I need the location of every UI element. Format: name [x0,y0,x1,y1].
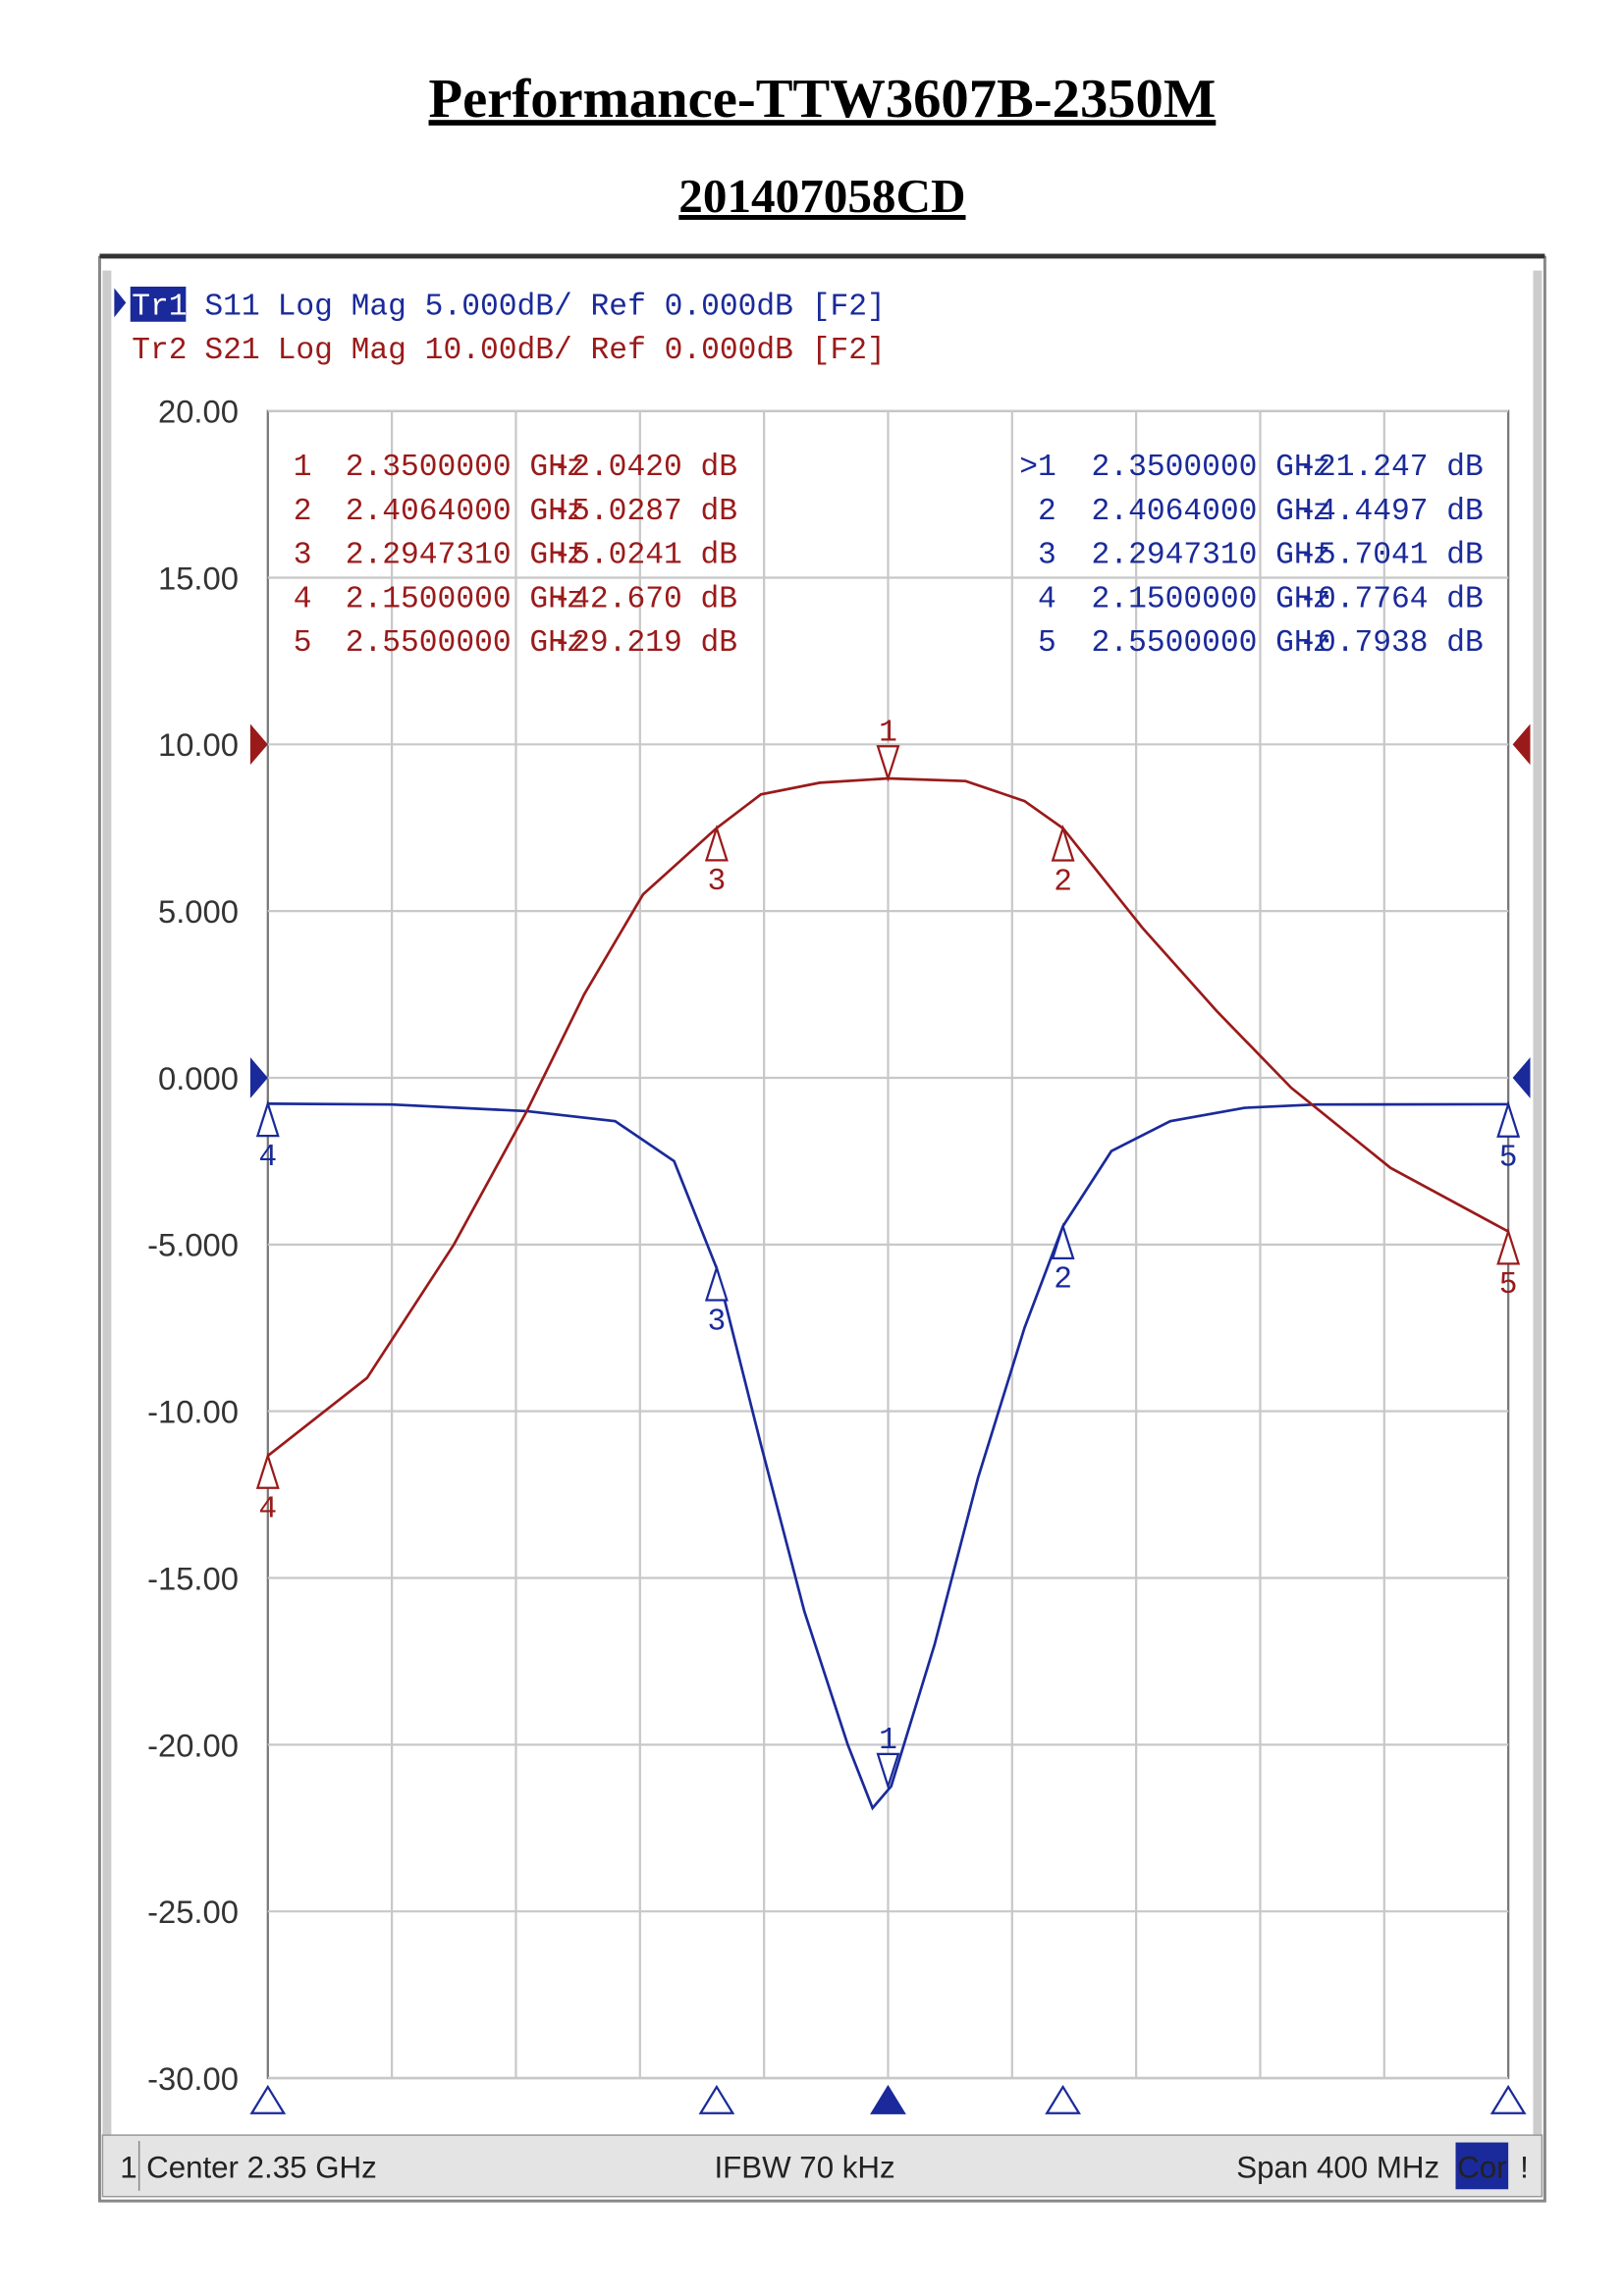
marker-label: 2 [1054,1263,1072,1298]
marker [704,824,729,862]
marker-table-freq: 2.2947310 GHz [1092,539,1331,573]
marker [1496,1100,1521,1138]
ref-arrow [249,1057,268,1098]
marker-label: 1 [879,1724,897,1758]
marker-table-freq: 2.2947310 GHz [346,539,585,573]
marker [1051,825,1075,862]
marker-label: 3 [708,865,727,899]
y-tick-label: -10.00 [147,1394,239,1430]
y-tick-label: -5.000 [147,1227,239,1263]
marker [1496,1227,1521,1265]
marker-table-freq: 2.4064000 GHz [346,495,585,529]
marker [876,745,900,782]
marker-table-freq: 2.3500000 GHz [1092,451,1331,485]
y-tick-label: 5.000 [158,893,239,930]
traces: 1 2 3 4 5 1 2 3 4 5 [249,716,1527,2114]
y-tick-label: -20.00 [147,1727,239,1763]
marker-table-freq: 2.1500000 GHz [346,582,585,616]
frame-side [1533,270,1543,2187]
ref-arrow [1512,1057,1531,1098]
marker-table-value: -2.0420 dB [553,451,737,485]
marker-table-value: -4.4497 dB [1299,495,1484,529]
stimulus-marker [870,2084,906,2114]
marker-table-freq: 2.1500000 GHz [1092,582,1331,616]
trace-header-part: Log Mag 10.00dB/ Ref 0.000dB [F2] [278,334,886,368]
cor-box [1455,2142,1509,2190]
marker [255,1452,280,1489]
marker-table-value: -42.670 dB [553,582,737,616]
marker-table-id: >1 [1019,451,1056,485]
trace-header: Tr1 S11 Log Mag 5.000dB/ Ref 0.000dB [F2] [132,290,886,324]
marker-label: 4 [258,1493,277,1527]
marker-table-value: -5.0287 dB [553,495,737,529]
marker-table-value: -0.7938 dB [1299,626,1484,661]
trace-header-part: Tr2 [132,334,187,368]
marker [704,1264,729,1302]
chart-title: Performance-TTW3607B-2350M [429,69,1217,130]
marker-label: 5 [1499,1268,1518,1303]
trace-header-part: S11 [204,290,259,324]
y-tick-label: 20.00 [158,394,239,430]
status-bar [101,2134,1543,2198]
trace-line [267,1102,1509,1811]
marker-table-freq: 2.4064000 GHz [1092,495,1331,529]
ref-arrow [249,723,268,766]
marker-table-value: -21.247 dB [1299,451,1484,485]
marker-table-freq: 2.5500000 GHz [346,626,585,661]
chart-subtitle: 201407058CD [678,169,965,223]
marker-label: 3 [708,1305,727,1339]
stimulus-marker [1489,2084,1527,2114]
stimulus-marker [1045,2084,1081,2114]
active-trace-arrow [114,288,127,318]
marker-table-id: 5 [294,626,312,661]
active-trace-box [130,287,187,322]
marker-table-value: -5.0241 dB [553,539,737,573]
marker-label: 1 [879,716,897,750]
marker-table-id: 2 [1038,495,1056,529]
marker-label: 4 [258,1141,277,1175]
marker-label: 5 [1499,1142,1518,1176]
marker-table-id: 2 [294,495,312,529]
frame-side [102,270,112,2187]
y-tick-label: 15.00 [158,560,239,596]
status-cor: Cor [1457,2150,1506,2184]
status-flag: ! [1520,2150,1529,2184]
status-span: Span 400 MHz [1236,2150,1439,2184]
marker-table-id: 3 [294,539,312,573]
trace-line [266,776,1509,1458]
ref-arrow [1512,723,1531,766]
marker-table-value: -29.219 dB [553,626,737,661]
marker-table-id: 5 [1038,626,1056,661]
marker-table-freq: 2.5500000 GHz [1092,626,1331,661]
y-tick-label: -25.00 [147,1894,239,1930]
y-tick-label: 10.00 [158,726,239,763]
status-center: Center 2.35 GHz [146,2150,377,2184]
trace-header: Tr2 S21 Log Mag 10.00dB/ Ref 0.000dB [F2] [132,334,886,368]
stimulus-marker [249,2084,287,2114]
marker-table-id: 4 [294,582,312,616]
trace-header-part: S21 [204,334,259,368]
y-tick-label: -30.00 [147,2060,239,2097]
marker [876,1752,900,1790]
marker-table-value: -5.7041 dB [1299,539,1484,573]
grid [267,409,1509,2080]
marker-table-value: -0.7764 dB [1299,582,1484,616]
marker-table-id: 1 [294,451,312,485]
y-tick-label: -15.00 [147,1560,239,1596]
marker-table-freq: 2.3500000 GHz [346,451,585,485]
status-channel: 1 [120,2150,136,2184]
status-ifbw: IFBW 70 kHz [714,2150,894,2184]
stimulus-marker [698,2084,735,2114]
y-tick-label: 0.000 [158,1060,239,1096]
marker-table-id: 3 [1038,539,1056,573]
marker-label: 2 [1054,865,1072,899]
trace-header-part: Log Mag 5.000dB/ Ref 0.000dB [F2] [278,290,886,324]
marker-table-id: 4 [1038,582,1056,616]
marker [1051,1222,1075,1260]
trace-header-part: Tr1 [132,290,187,324]
marker [255,1099,280,1138]
